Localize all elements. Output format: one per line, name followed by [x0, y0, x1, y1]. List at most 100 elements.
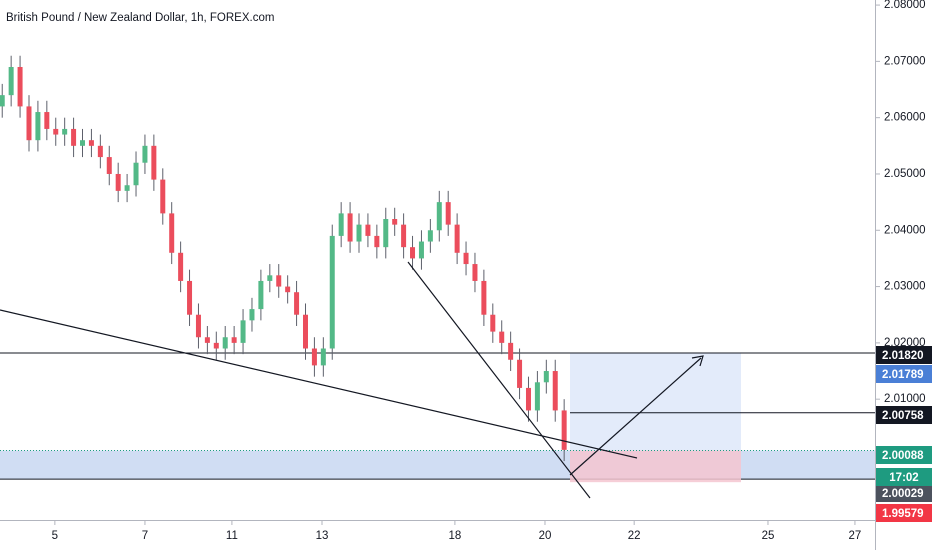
candle-body	[543, 371, 549, 383]
price-label-box	[876, 406, 932, 424]
candle-body	[62, 128, 68, 135]
arrow-line	[569, 357, 702, 476]
candle-body	[383, 219, 389, 248]
candle-body	[365, 224, 371, 236]
candle-body	[311, 348, 317, 366]
price-label-box	[876, 346, 932, 364]
candle-body	[44, 112, 50, 129]
candle-body	[525, 387, 531, 411]
candle-body	[338, 213, 344, 236]
candle-body	[8, 66, 14, 96]
candle-body	[392, 219, 398, 225]
y-tick-label: 2.08000	[884, 0, 926, 11]
candles	[0, 55, 567, 462]
countdown-box	[876, 468, 932, 486]
candle-body	[490, 314, 496, 332]
candle-body	[552, 371, 558, 411]
trend-line	[407, 261, 591, 499]
x-tick-label: 22	[628, 530, 641, 542]
y-tick-label: 2.01000	[884, 393, 926, 405]
candle-body	[517, 359, 523, 388]
price-label-box	[876, 484, 932, 502]
candle-body	[151, 145, 157, 180]
candle-body	[294, 292, 300, 315]
stop-zone	[570, 450, 741, 483]
candle-body	[561, 410, 567, 450]
price-label: 2.00088	[882, 450, 924, 462]
candle-body	[222, 337, 228, 349]
arrow-head	[691, 355, 704, 367]
drawings	[0, 261, 704, 499]
price-label-box	[876, 365, 932, 383]
candle-body	[481, 280, 487, 315]
candle-body	[213, 342, 219, 349]
position-tool	[0, 352, 875, 483]
candle-body	[258, 280, 264, 310]
candle-body	[115, 173, 121, 191]
candle-body	[401, 224, 407, 248]
candle-body	[178, 252, 184, 281]
candle-body	[35, 112, 41, 141]
candle-body	[499, 331, 505, 343]
candle-body	[445, 202, 451, 225]
candle-body	[320, 348, 326, 366]
price-label: 2.01789	[882, 369, 924, 381]
candle-body	[249, 309, 255, 321]
candle-body	[160, 179, 166, 214]
candle-body	[0, 95, 5, 107]
candle-body	[187, 280, 193, 315]
candle-body	[142, 145, 148, 163]
candle-body	[463, 252, 469, 265]
candle-body	[329, 235, 335, 349]
candle-body	[124, 185, 130, 191]
candle-body	[53, 128, 59, 135]
x-tick-label: 27	[849, 530, 862, 542]
price-label: 2.00758	[882, 410, 924, 422]
chart-title: British Pound / New Zealand Dollar, 1h, …	[6, 12, 274, 24]
candle-body	[534, 382, 540, 411]
y-tick-label: 2.03000	[884, 281, 926, 293]
countdown: 17:02	[889, 472, 918, 484]
price-label-box	[876, 504, 932, 522]
candle-body	[418, 241, 424, 259]
price-label-box	[876, 446, 932, 464]
candle-body	[88, 140, 94, 146]
candle-body	[80, 140, 86, 146]
y-tick-label: 2.02000	[884, 337, 926, 349]
candle-body	[240, 320, 246, 343]
candle-body	[106, 157, 112, 174]
candle-body	[169, 213, 175, 253]
candle-body	[374, 235, 380, 248]
x-tick-label: 11	[226, 530, 238, 542]
candle-body	[285, 286, 291, 293]
candle-body	[276, 275, 282, 287]
candle-body	[508, 342, 514, 360]
price-label: 1.99579	[882, 508, 924, 520]
x-tick-label: 13	[316, 530, 329, 542]
candle-body	[133, 162, 139, 186]
candle-body	[356, 224, 362, 242]
candle-body	[472, 264, 478, 281]
y-tick-label: 2.05000	[884, 168, 926, 180]
y-tick-label: 2.07000	[884, 55, 926, 67]
candle-body	[231, 337, 237, 343]
candle-body	[427, 230, 433, 242]
candle-body	[97, 145, 103, 158]
candle-body	[436, 202, 442, 231]
target-zone	[570, 353, 741, 451]
candle-body	[267, 275, 273, 281]
price-label: 2.00029	[882, 488, 924, 500]
trend-line	[0, 309, 638, 459]
candle-body	[17, 66, 23, 107]
y-tick-label: 2.04000	[884, 224, 926, 236]
price-label: 2.01820	[882, 350, 924, 362]
support-band	[0, 450, 875, 480]
x-tick-label: 5	[52, 530, 58, 542]
x-tick-label: 25	[762, 530, 775, 542]
candle-body	[347, 213, 353, 242]
candle-body	[71, 128, 77, 146]
candle-body	[454, 224, 460, 253]
candle-body	[195, 314, 201, 338]
y-tick-label: 2.06000	[884, 112, 926, 124]
